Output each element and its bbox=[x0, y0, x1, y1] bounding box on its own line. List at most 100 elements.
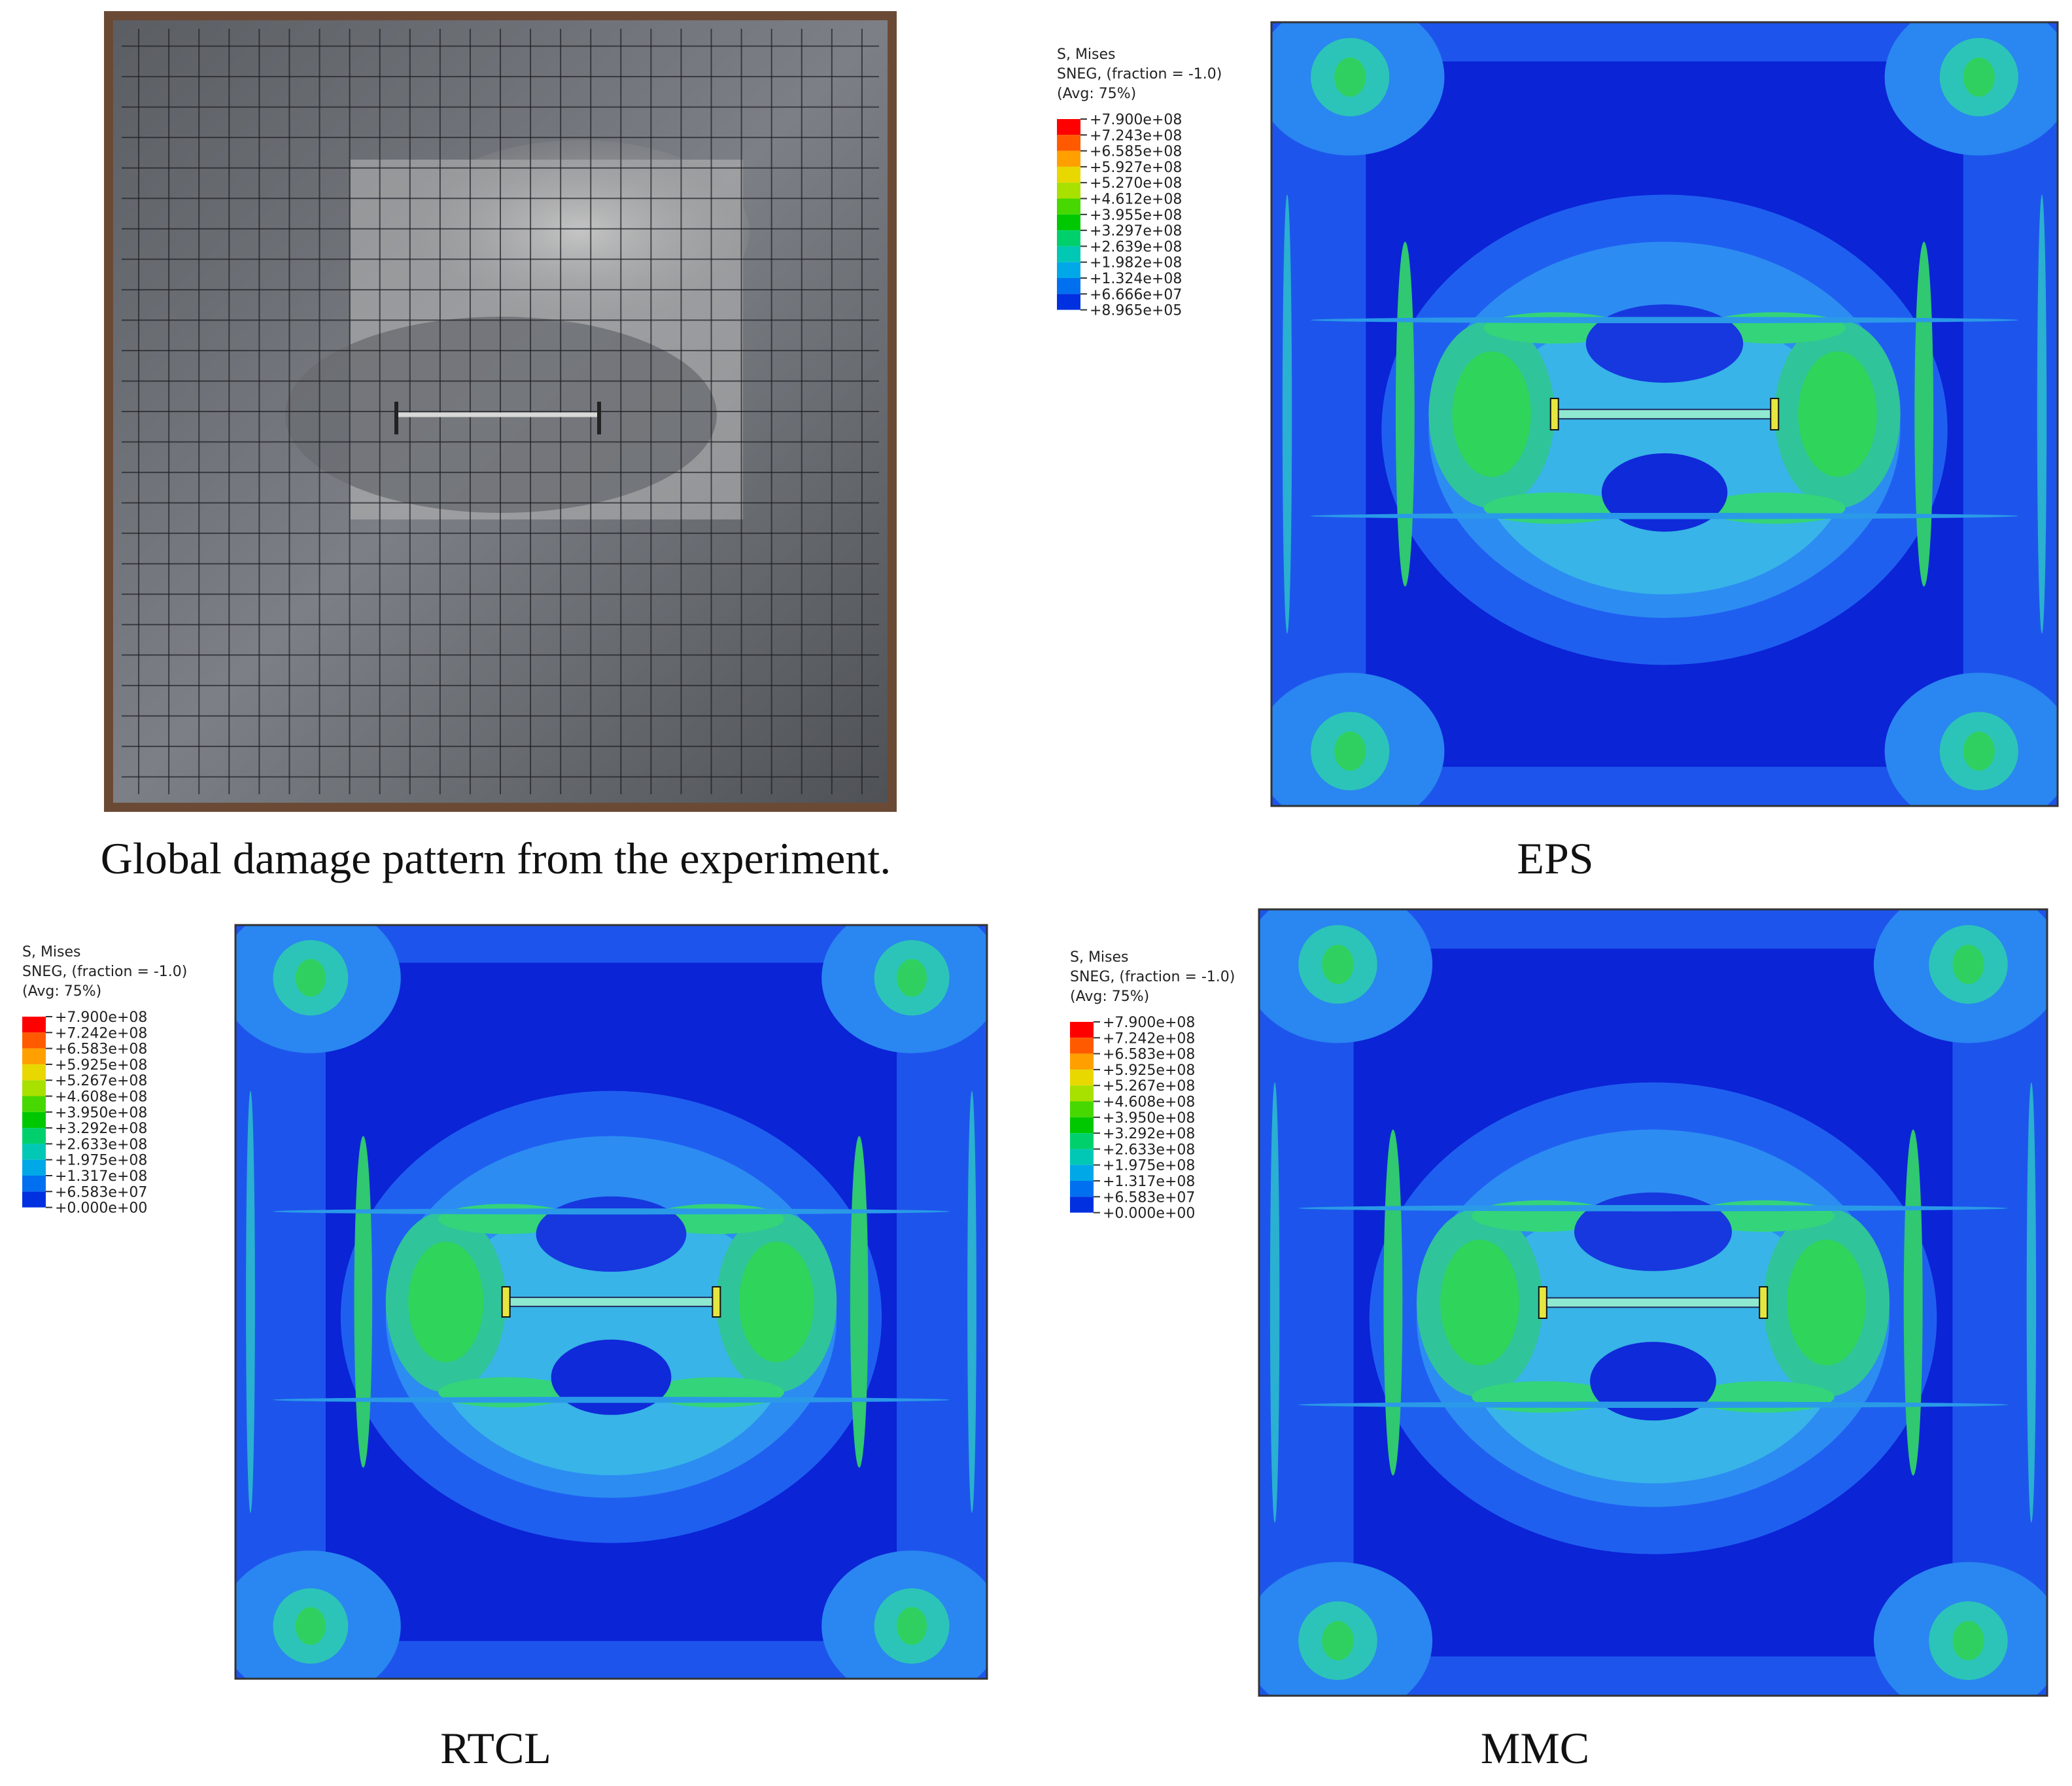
legend-label: +3.292e+08 bbox=[55, 1121, 147, 1137]
legend-title: SNEG, (fraction = -1.0) bbox=[22, 964, 187, 980]
legend-swatch bbox=[22, 1176, 46, 1192]
crack bbox=[1542, 1297, 1765, 1308]
legend-label: +5.925e+08 bbox=[55, 1057, 147, 1074]
stiffener bbox=[354, 1136, 373, 1468]
corner-zone bbox=[1963, 57, 1995, 97]
corner-zone bbox=[1963, 731, 1995, 771]
legend-swatch bbox=[1070, 1197, 1094, 1213]
legend: S, Mises SNEG, (fraction = -1.0) (Avg: 75%… bbox=[1070, 949, 1235, 1222]
legend-title: S, Mises bbox=[1057, 46, 1116, 63]
legend-swatch bbox=[22, 1032, 46, 1049]
legend-label: +3.297e+08 bbox=[1090, 223, 1182, 239]
stiffener bbox=[1311, 317, 2018, 324]
corner-zone bbox=[295, 1607, 326, 1645]
caption: EPS bbox=[1517, 833, 1593, 883]
inner-dark bbox=[385, 1573, 837, 1641]
legend-swatch bbox=[1070, 1164, 1094, 1181]
legend-label: +3.955e+08 bbox=[1090, 207, 1182, 224]
stiffener bbox=[273, 1208, 950, 1215]
contour-fill bbox=[1259, 909, 2047, 1696]
legend-label: +7.900e+08 bbox=[1090, 112, 1182, 128]
legend-label: +0.000e+00 bbox=[1103, 1206, 1195, 1222]
legend-swatch bbox=[1057, 246, 1080, 262]
frame bbox=[234, 924, 988, 1680]
legend-label: +3.292e+08 bbox=[1103, 1126, 1195, 1142]
stress-zone bbox=[1787, 1239, 1866, 1366]
legend-swatch bbox=[1057, 183, 1080, 199]
stress-zone bbox=[1585, 304, 1744, 383]
legend-label: +5.267e+08 bbox=[55, 1073, 147, 1089]
legend-swatch bbox=[22, 1096, 46, 1112]
stiffener bbox=[2037, 194, 2047, 634]
legend-title: S, Mises bbox=[22, 944, 81, 960]
crack-tip bbox=[712, 1286, 721, 1318]
stress-zone bbox=[551, 1339, 672, 1415]
stress-zone bbox=[1798, 351, 1877, 477]
corner-zone bbox=[897, 958, 927, 997]
legend-swatch bbox=[1070, 1117, 1094, 1134]
legend-swatch bbox=[22, 1080, 46, 1096]
legend-swatch bbox=[22, 1144, 46, 1160]
legend-swatch bbox=[22, 1112, 46, 1129]
contour-fill bbox=[1271, 22, 2058, 806]
inner-dark bbox=[1428, 696, 1901, 767]
legend-swatch bbox=[1057, 214, 1080, 231]
legend-label: +3.950e+08 bbox=[1103, 1110, 1195, 1127]
contour-fill bbox=[235, 925, 987, 1679]
inner-dark bbox=[1417, 949, 1890, 1020]
stiffener bbox=[1298, 1204, 2008, 1212]
corner-zone bbox=[1334, 57, 1366, 97]
crack-tip bbox=[1549, 398, 1559, 430]
legend-label: +6.583e+08 bbox=[1103, 1047, 1195, 1063]
legend-title: SNEG, (fraction = -1.0) bbox=[1070, 969, 1235, 985]
stress-zone bbox=[738, 1241, 814, 1363]
legend-label: +1.317e+08 bbox=[55, 1168, 147, 1185]
legend-label: +7.242e+08 bbox=[1103, 1030, 1195, 1047]
stress-zone bbox=[1601, 453, 1728, 532]
crack bbox=[1553, 408, 1776, 420]
legend-label: +7.242e+08 bbox=[55, 1025, 147, 1042]
legend-label: +7.900e+08 bbox=[1103, 1015, 1195, 1031]
legend-label: +1.317e+08 bbox=[1103, 1174, 1195, 1190]
photo bbox=[104, 11, 897, 812]
legend-label: +6.583e+07 bbox=[1103, 1189, 1195, 1206]
legend-label: +6.585e+08 bbox=[1090, 144, 1182, 160]
corner-zone bbox=[295, 958, 326, 997]
caption: Global damage pattern from the experimen… bbox=[101, 833, 891, 883]
legend-label: +5.267e+08 bbox=[1103, 1078, 1195, 1094]
legend-swatch bbox=[1057, 294, 1080, 310]
stiffener bbox=[1914, 241, 1934, 587]
legend-swatch bbox=[1057, 230, 1080, 247]
legend-swatch bbox=[1057, 166, 1080, 183]
inner-dark bbox=[385, 962, 837, 1031]
legend-swatch bbox=[22, 1159, 46, 1176]
legend-label: +1.324e+08 bbox=[1090, 271, 1182, 287]
stress-zone bbox=[1574, 1192, 1732, 1271]
legend-label: +3.950e+08 bbox=[55, 1105, 147, 1121]
legend-swatch bbox=[22, 1064, 46, 1081]
legend-swatch bbox=[1070, 1133, 1094, 1149]
corner-zone bbox=[1322, 945, 1354, 985]
crack-tip bbox=[1538, 1286, 1547, 1320]
legend-label: +5.927e+08 bbox=[1090, 160, 1182, 176]
stiffener bbox=[1298, 1401, 2008, 1409]
stress-zone bbox=[408, 1241, 484, 1363]
legend-label: +2.633e+08 bbox=[1103, 1142, 1195, 1158]
corner-zone bbox=[1322, 1620, 1354, 1660]
legend-label: +1.975e+08 bbox=[1103, 1158, 1195, 1174]
legend-swatch bbox=[22, 1048, 46, 1064]
crack-tip bbox=[501, 1286, 511, 1318]
inner-dark bbox=[1428, 61, 1901, 132]
legend-label: +6.583e+08 bbox=[55, 1042, 147, 1058]
legend: S, Mises SNEG, (fraction = -1.0) (Avg: 75%… bbox=[1057, 46, 1222, 319]
legend-swatch bbox=[1070, 1181, 1094, 1197]
legend-swatch bbox=[1057, 278, 1080, 294]
stiffener bbox=[850, 1136, 869, 1468]
legend-swatch bbox=[1070, 1069, 1094, 1086]
legend-swatch bbox=[1057, 135, 1080, 151]
legend-swatch bbox=[1057, 150, 1080, 167]
legend-swatch bbox=[1070, 1085, 1094, 1102]
corner-zone bbox=[1952, 1620, 1984, 1660]
